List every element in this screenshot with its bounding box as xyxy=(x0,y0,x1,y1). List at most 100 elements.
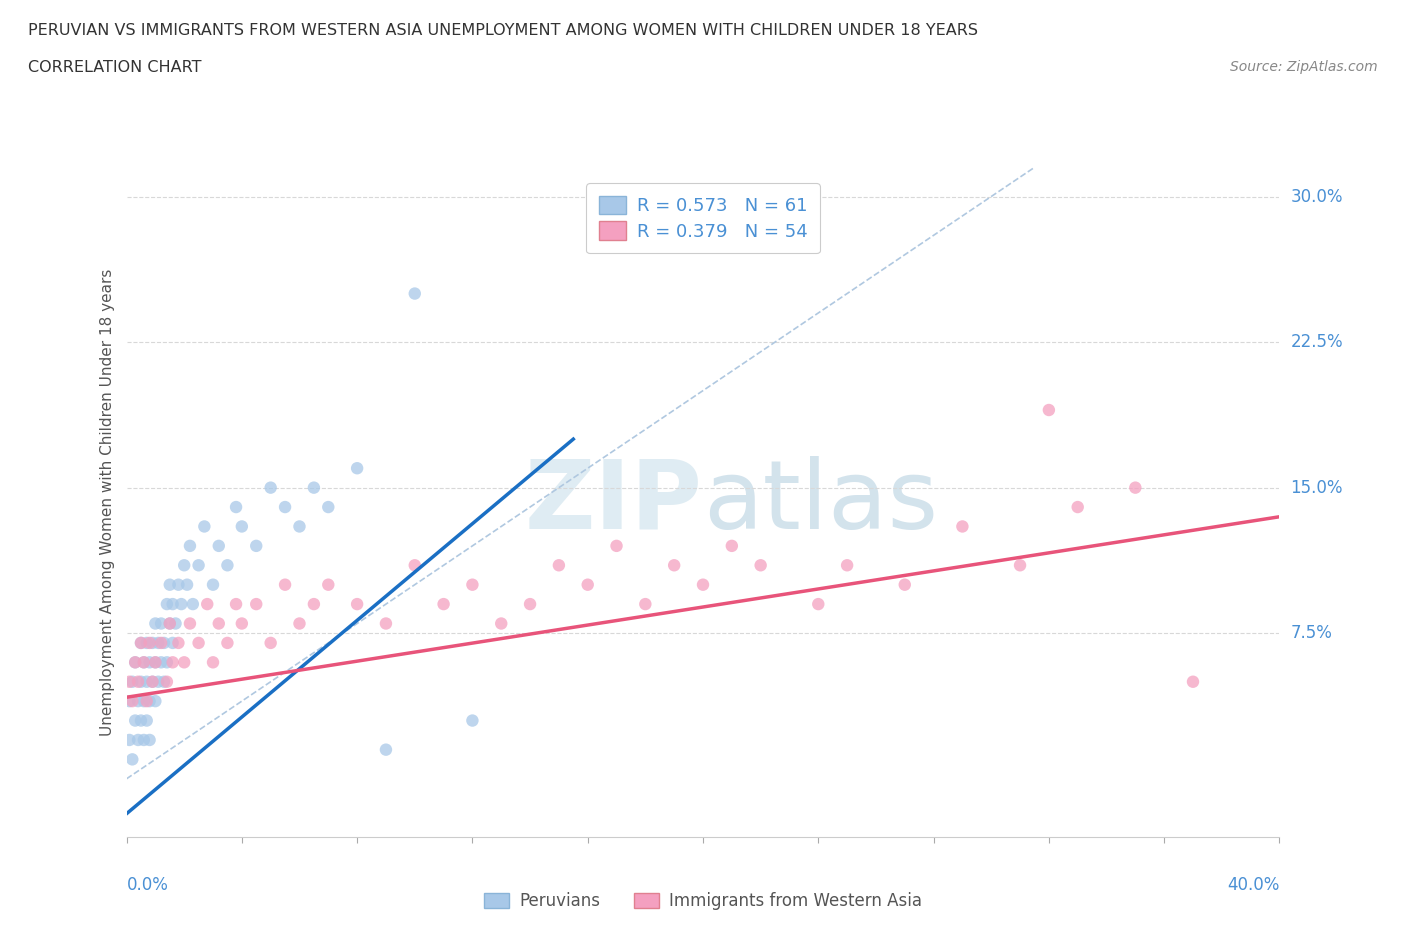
Point xyxy=(141,635,163,650)
Text: ZIP: ZIP xyxy=(524,456,703,549)
Point xyxy=(156,674,179,689)
Point xyxy=(245,538,267,553)
Point xyxy=(548,558,571,573)
Point xyxy=(404,286,426,301)
Text: 15.0%: 15.0% xyxy=(1291,479,1343,497)
Point xyxy=(193,519,215,534)
Point xyxy=(145,616,166,631)
Point xyxy=(159,616,181,631)
Point xyxy=(245,597,267,612)
Point xyxy=(162,597,184,612)
Point xyxy=(374,742,398,757)
Point xyxy=(135,674,157,689)
Point xyxy=(208,616,231,631)
Point xyxy=(129,713,152,728)
Point xyxy=(153,674,176,689)
Point xyxy=(127,733,149,748)
Point xyxy=(156,655,179,670)
Point xyxy=(259,635,281,650)
Point xyxy=(129,635,152,650)
Point xyxy=(225,499,247,514)
Point xyxy=(148,674,170,689)
Point xyxy=(167,635,190,650)
Point xyxy=(894,578,917,592)
Point xyxy=(749,558,772,573)
Point xyxy=(519,597,541,612)
Point xyxy=(153,635,176,650)
Point xyxy=(156,597,179,612)
Point xyxy=(135,694,157,709)
Point xyxy=(121,694,143,709)
Point xyxy=(692,578,714,592)
Point xyxy=(1067,499,1090,514)
Point xyxy=(231,616,253,631)
Point xyxy=(150,635,173,650)
Point xyxy=(1123,480,1146,495)
Point xyxy=(124,655,146,670)
Point xyxy=(195,597,218,612)
Point xyxy=(150,655,173,670)
Point xyxy=(720,538,742,553)
Point xyxy=(118,674,141,689)
Point xyxy=(302,480,325,495)
Text: atlas: atlas xyxy=(703,456,938,549)
Point xyxy=(274,578,297,592)
Point xyxy=(318,499,340,514)
Point xyxy=(135,713,157,728)
Text: 40.0%: 40.0% xyxy=(1227,876,1279,894)
Text: 0.0%: 0.0% xyxy=(127,876,169,894)
Point xyxy=(124,713,146,728)
Text: CORRELATION CHART: CORRELATION CHART xyxy=(28,60,201,75)
Point xyxy=(489,616,512,631)
Point xyxy=(835,558,858,573)
Text: PERUVIAN VS IMMIGRANTS FROM WESTERN ASIA UNEMPLOYMENT AMONG WOMEN WITH CHILDREN : PERUVIAN VS IMMIGRANTS FROM WESTERN ASIA… xyxy=(28,23,979,38)
Legend: R = 0.573   N = 61, R = 0.379   N = 54: R = 0.573 N = 61, R = 0.379 N = 54 xyxy=(586,183,820,253)
Point xyxy=(118,733,141,748)
Point xyxy=(145,655,166,670)
Point xyxy=(129,674,152,689)
Point xyxy=(150,616,173,631)
Text: 30.0%: 30.0% xyxy=(1291,188,1343,206)
Point xyxy=(132,655,155,670)
Point xyxy=(179,616,201,631)
Point xyxy=(202,655,225,670)
Point xyxy=(138,635,160,650)
Point xyxy=(138,733,160,748)
Point xyxy=(181,597,204,612)
Point xyxy=(259,480,281,495)
Point xyxy=(217,558,239,573)
Point xyxy=(176,578,198,592)
Point xyxy=(124,655,146,670)
Point xyxy=(1038,403,1060,418)
Point xyxy=(433,597,456,612)
Point xyxy=(129,635,152,650)
Point xyxy=(179,538,201,553)
Point xyxy=(148,635,170,650)
Y-axis label: Unemployment Among Women with Children Under 18 years: Unemployment Among Women with Children U… xyxy=(100,269,115,736)
Legend: Peruvians, Immigrants from Western Asia: Peruvians, Immigrants from Western Asia xyxy=(478,885,928,917)
Point xyxy=(634,597,657,612)
Point xyxy=(118,694,141,709)
Point xyxy=(807,597,830,612)
Point xyxy=(461,713,484,728)
Point xyxy=(127,674,149,689)
Point xyxy=(664,558,686,573)
Point xyxy=(346,597,368,612)
Point xyxy=(173,655,195,670)
Point xyxy=(162,655,184,670)
Point xyxy=(302,597,325,612)
Point xyxy=(187,635,209,650)
Point xyxy=(217,635,239,650)
Point xyxy=(225,597,247,612)
Point xyxy=(132,694,155,709)
Point xyxy=(288,616,311,631)
Point xyxy=(605,538,627,553)
Point xyxy=(135,635,157,650)
Point xyxy=(138,655,160,670)
Point xyxy=(950,519,973,534)
Point xyxy=(127,694,149,709)
Point xyxy=(145,694,166,709)
Point xyxy=(138,694,160,709)
Point xyxy=(132,655,155,670)
Text: Source: ZipAtlas.com: Source: ZipAtlas.com xyxy=(1230,60,1378,74)
